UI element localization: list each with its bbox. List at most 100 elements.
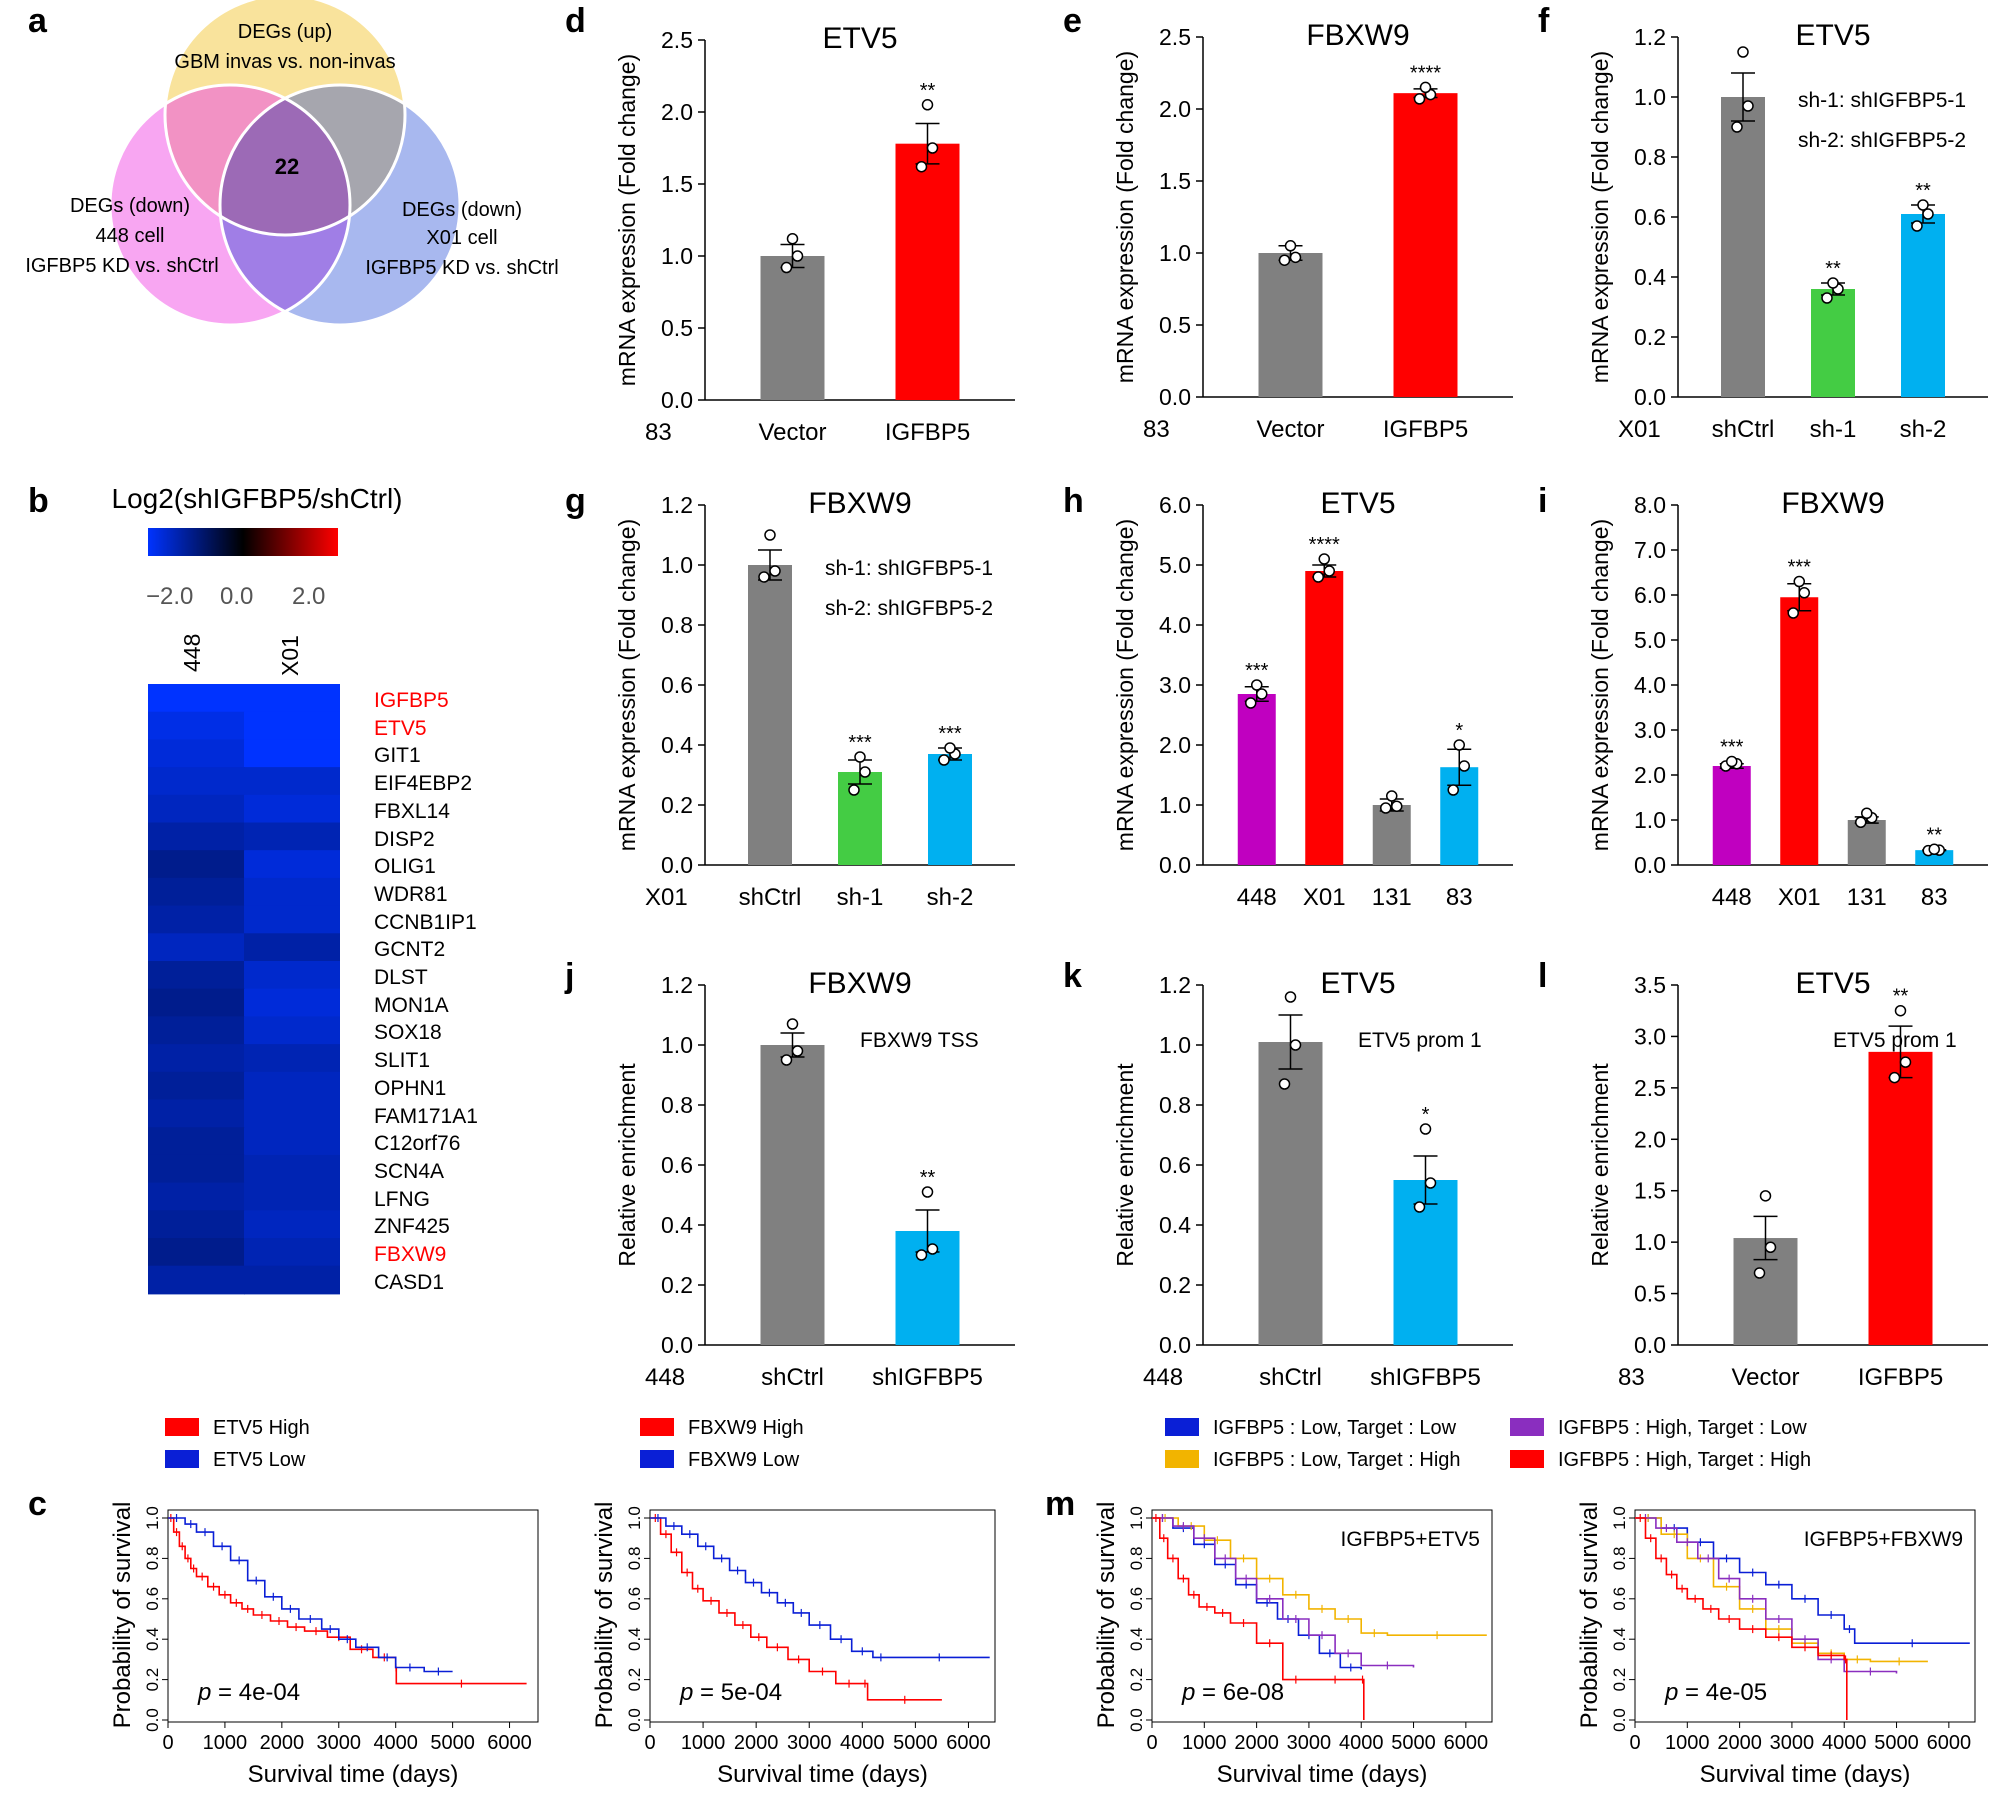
heatmap-gene-label: ZNF425 bbox=[374, 1215, 450, 1239]
chart-title: FBXW9 bbox=[1781, 487, 1884, 520]
km-chart-m1: 0 1000 2000 3000 4000 5000 6000 0.0 0.2 0.4 0.6 0.8… bbox=[1093, 1417, 1811, 1788]
significance-mark: * bbox=[1455, 720, 1463, 742]
heatmap-cell-X01 bbox=[244, 1099, 340, 1129]
x-tick-label: 3000 bbox=[1770, 1732, 1815, 1754]
heatmap-gene-label: OPHN1 bbox=[374, 1076, 447, 1100]
cell-line-label: 448 bbox=[1143, 1364, 1183, 1391]
chart-title: ETV5 bbox=[1320, 967, 1395, 1000]
heatmap-cell-448 bbox=[148, 1071, 245, 1101]
data-point bbox=[1256, 688, 1268, 700]
venn-left-line-3: IGFBP5 KD vs. shCtrl bbox=[25, 255, 218, 277]
data-point bbox=[1278, 1078, 1291, 1090]
x-category-label: Vector bbox=[1256, 416, 1324, 443]
chart-title: ETV5 bbox=[1795, 967, 1870, 1000]
y-tick-label: 0.0 bbox=[1610, 1708, 1629, 1732]
panel-label-m: m bbox=[1045, 1485, 1075, 1523]
y-tick-label: 1.2 bbox=[1159, 972, 1191, 998]
heatmap-gene-label: EIF4EBP2 bbox=[374, 772, 473, 796]
heatmap-cell-448 bbox=[148, 850, 245, 879]
x-tick-label: 4000 bbox=[373, 1732, 418, 1754]
panel-label-j: j bbox=[564, 957, 574, 995]
legend-swatch bbox=[640, 1450, 674, 1468]
significance-mark: * bbox=[1422, 1104, 1430, 1126]
y-tick-label: 1.2 bbox=[1634, 24, 1666, 50]
x-category-label: IGFBP5 bbox=[1858, 1364, 1943, 1391]
x-tick-label: 0 bbox=[1146, 1732, 1157, 1754]
chart-note: sh-2: shIGFBP5-2 bbox=[1798, 129, 1966, 152]
x-category-label: Vector bbox=[758, 419, 826, 446]
y-tick-label: 2.0 bbox=[1159, 732, 1191, 758]
y-tick-label: 1.0 bbox=[1634, 1229, 1666, 1255]
x-tick-label: 1000 bbox=[1182, 1732, 1227, 1754]
heatmap-col-448: 448 bbox=[179, 634, 205, 672]
x-category-label: shIGFBP5 bbox=[1370, 1364, 1481, 1391]
km-chart-m2: 0 1000 2000 3000 4000 5000 6000 0.0 0.2 0.4 0.6 0.8… bbox=[1576, 1502, 1976, 1788]
data-point bbox=[1917, 199, 1929, 211]
y-tick-label: 1.5 bbox=[1159, 168, 1191, 194]
data-point bbox=[1731, 121, 1743, 133]
p-value: p = 6e-08 bbox=[1181, 1679, 1284, 1706]
significance-mark: ** bbox=[1893, 986, 1909, 1008]
y-tick-label: 0.8 bbox=[625, 1547, 644, 1571]
heatmap-cell-X01 bbox=[244, 822, 340, 852]
heatmap-cell-448 bbox=[148, 1127, 245, 1156]
bar bbox=[748, 565, 792, 865]
y-tick-label: 0.4 bbox=[661, 732, 693, 758]
data-point bbox=[1419, 81, 1432, 94]
y-axis-label: mRNA expression (Fold change) bbox=[1587, 51, 1613, 383]
y-tick-label: 3.0 bbox=[1634, 717, 1666, 743]
data-point bbox=[1312, 571, 1324, 583]
heatmap-gene-label: FBXL14 bbox=[374, 799, 450, 823]
data-point bbox=[854, 751, 866, 763]
data-point bbox=[1413, 93, 1426, 105]
legend-swatch bbox=[1165, 1450, 1199, 1468]
bar-chart-e: 0.0 0.5 1.0 1.5 2.0 2.5 mRNA expression (Fold … bbox=[1112, 19, 1513, 443]
y-axis-label: mRNA expression (Fold change) bbox=[614, 54, 640, 386]
y-tick-label: 0.8 bbox=[1159, 1092, 1191, 1118]
y-tick-label: 1.0 bbox=[1127, 1506, 1146, 1530]
data-point bbox=[848, 784, 860, 796]
chart-title: FBXW9 bbox=[808, 967, 911, 1000]
plot-frame bbox=[167, 1509, 539, 1723]
heatmap-cell-X01 bbox=[244, 711, 340, 741]
heatmap-cell-448 bbox=[148, 1182, 245, 1212]
data-point bbox=[1419, 1123, 1432, 1135]
data-point bbox=[1323, 565, 1335, 577]
heatmap-cell-X01 bbox=[244, 961, 340, 990]
heatmap-color-scale bbox=[148, 528, 338, 556]
km-chart-c1: 0 1000 2000 3000 4000 5000 6000 0.0 0.2 0.4 0.6 0.8… bbox=[109, 1417, 539, 1788]
bar bbox=[1393, 1180, 1458, 1345]
y-tick-label: 1.0 bbox=[1159, 240, 1191, 266]
x-tick-label: 1000 bbox=[1665, 1732, 1710, 1754]
data-point bbox=[1380, 802, 1392, 814]
y-tick-label: 0.0 bbox=[661, 852, 693, 878]
significance-mark: *** bbox=[848, 732, 872, 754]
heatmap-cell-448 bbox=[148, 1044, 245, 1073]
bar bbox=[1847, 820, 1886, 865]
data-point bbox=[1753, 1267, 1766, 1279]
y-axis-label: Probability of survival bbox=[1576, 1502, 1603, 1729]
y-tick-label: 1.5 bbox=[1634, 1178, 1666, 1204]
y-tick-label: 1.0 bbox=[143, 1506, 162, 1530]
legend-swatch bbox=[1510, 1450, 1544, 1468]
y-tick-label: 1.0 bbox=[1634, 807, 1666, 833]
p-value-number: 5e-04 bbox=[721, 1679, 782, 1706]
chart-note: ETV5 prom 1 bbox=[1358, 1029, 1482, 1052]
plot-frame bbox=[1634, 1509, 1976, 1723]
bar bbox=[1258, 1042, 1323, 1345]
x-category-label: sh-1 bbox=[1810, 416, 1857, 443]
heatmap-cell-448 bbox=[148, 1099, 245, 1129]
heatmap-cell-X01 bbox=[244, 767, 340, 796]
heatmap-gene-label: IGFBP5 bbox=[374, 689, 449, 712]
data-point bbox=[1447, 784, 1459, 796]
data-point bbox=[1798, 587, 1810, 599]
bar bbox=[1372, 805, 1411, 865]
data-point bbox=[1821, 292, 1833, 304]
y-tick-label: 0.6 bbox=[1159, 1152, 1191, 1178]
heatmap-cell-448 bbox=[148, 961, 245, 990]
chart-note: sh-2: shIGFBP5-2 bbox=[825, 597, 993, 620]
heatmap-cell-X01 bbox=[244, 684, 340, 713]
y-axis-label: Relative enrichment bbox=[1587, 1063, 1613, 1267]
y-tick-label: 0.2 bbox=[1634, 324, 1666, 350]
